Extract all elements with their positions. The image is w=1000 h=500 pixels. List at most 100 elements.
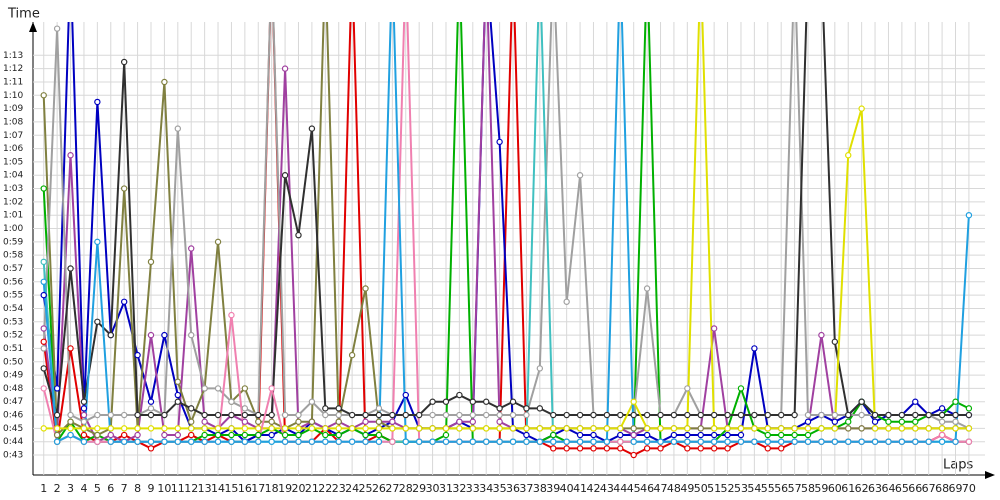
point	[925, 425, 932, 432]
y-tick-label: 0:43	[3, 451, 23, 461]
point	[456, 411, 463, 419]
point	[885, 418, 892, 425]
point	[764, 445, 771, 452]
point	[938, 405, 946, 412]
point	[147, 258, 155, 266]
point	[777, 438, 785, 445]
point	[335, 418, 342, 425]
point	[67, 152, 74, 159]
x-tick-label: 40	[560, 482, 574, 495]
point	[94, 425, 101, 432]
x-tick-label: 56	[774, 482, 788, 495]
point	[295, 418, 302, 425]
point	[523, 425, 530, 432]
point	[67, 345, 74, 352]
point	[348, 411, 356, 419]
point	[550, 425, 557, 432]
point	[94, 431, 101, 439]
point	[751, 425, 758, 432]
point	[322, 431, 329, 439]
x-tick-label: 9	[147, 482, 154, 495]
x-tick-label: 57	[788, 482, 802, 495]
point	[871, 411, 879, 419]
point	[174, 438, 182, 445]
point	[134, 351, 141, 359]
x-tick-label: 12	[184, 482, 198, 495]
point	[241, 438, 249, 445]
x-tick-label: 15	[224, 482, 238, 495]
point	[268, 438, 275, 445]
point	[912, 438, 919, 445]
point	[228, 411, 235, 419]
point	[804, 418, 812, 425]
point	[188, 331, 195, 339]
point	[898, 425, 906, 432]
x-tick-label: 34	[479, 482, 493, 495]
point	[724, 425, 731, 432]
point	[550, 431, 557, 439]
x-tick-label: 69	[949, 482, 963, 495]
point	[845, 152, 852, 159]
point	[938, 418, 946, 425]
x-tick-label: 60	[828, 482, 842, 495]
point	[952, 438, 959, 445]
point	[80, 411, 88, 419]
x-tick-label: 50	[694, 482, 708, 495]
point	[174, 125, 182, 132]
point	[456, 425, 463, 432]
x-tick-label: 26	[372, 482, 386, 495]
point	[201, 431, 208, 439]
point	[576, 438, 584, 445]
point	[576, 425, 584, 432]
point	[617, 438, 624, 445]
point	[389, 438, 396, 445]
plot-area	[40, 22, 973, 459]
point	[509, 398, 517, 405]
point	[858, 398, 865, 405]
point	[375, 411, 383, 419]
point	[764, 438, 771, 445]
point	[952, 398, 959, 405]
point	[107, 438, 114, 445]
point	[120, 185, 128, 192]
point	[657, 445, 664, 452]
point	[737, 385, 745, 392]
point	[670, 411, 678, 419]
point	[469, 418, 476, 425]
point	[697, 431, 704, 439]
point	[777, 411, 785, 419]
x-tick-label: 30	[426, 482, 440, 495]
point	[804, 411, 812, 419]
point	[871, 418, 879, 425]
point	[965, 405, 973, 412]
y-tick-label: 1:06	[3, 144, 23, 154]
point	[777, 425, 785, 432]
x-tick-label: 61	[841, 482, 855, 495]
x-tick-label: 13	[198, 482, 212, 495]
point	[737, 431, 745, 439]
x-tick-label: 31	[439, 482, 453, 495]
point	[912, 411, 919, 419]
point	[965, 438, 973, 445]
point	[147, 331, 155, 339]
point	[442, 398, 450, 405]
x-tick-label: 46	[640, 482, 654, 495]
point	[188, 245, 195, 252]
x-tick-label: 22	[318, 482, 332, 495]
point	[630, 398, 637, 405]
point	[576, 172, 584, 179]
point	[161, 438, 168, 445]
point	[442, 425, 450, 432]
point	[161, 431, 168, 439]
x-tick-label: 11	[171, 482, 185, 495]
x-tick-label: 10	[157, 482, 171, 495]
point	[348, 351, 356, 359]
point	[241, 411, 249, 419]
point	[348, 425, 356, 432]
point	[308, 425, 316, 432]
point	[912, 425, 919, 432]
point	[952, 411, 959, 419]
point	[818, 425, 825, 432]
point	[335, 438, 342, 445]
point	[214, 431, 222, 439]
